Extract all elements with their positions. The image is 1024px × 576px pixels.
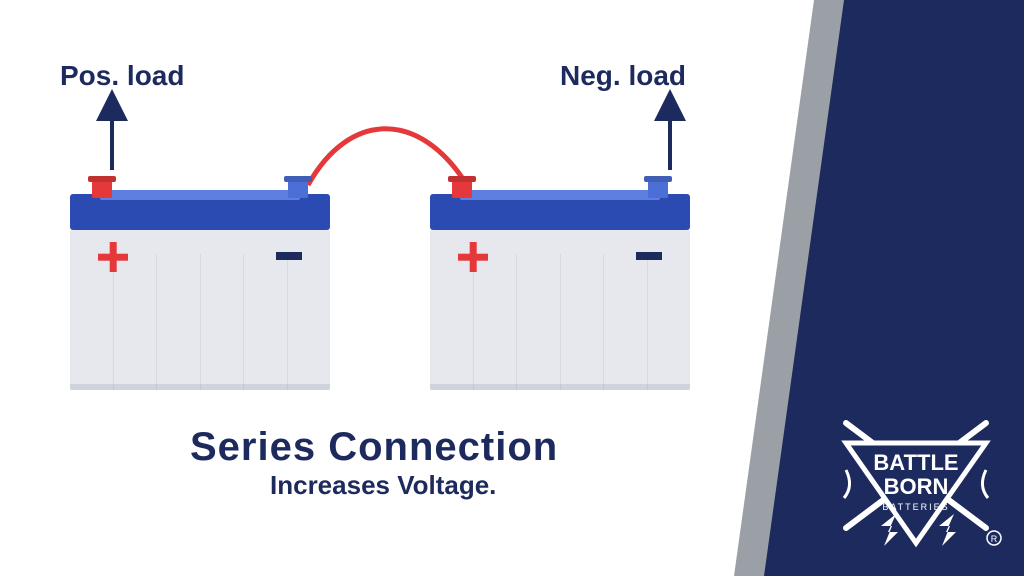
minus-icon — [276, 252, 302, 260]
plus-icon — [458, 242, 488, 272]
battery-ridges — [70, 254, 330, 390]
battery-ridges — [430, 254, 690, 390]
logo-text-line2: BORN — [884, 474, 949, 499]
battery — [430, 180, 690, 390]
diagram-title: Series Connection — [190, 425, 558, 470]
registered-mark-r: R — [991, 534, 998, 544]
plus-icon — [98, 242, 128, 272]
logo-text-sub: BATTERIES — [882, 502, 949, 512]
battery — [70, 180, 330, 390]
positive-terminal — [92, 180, 112, 198]
logo-text-line1: BATTLE — [873, 450, 958, 475]
battery-lid-top — [100, 190, 300, 200]
negative-terminal — [648, 180, 668, 198]
negative-terminal — [288, 180, 308, 198]
battery-lid-top — [460, 190, 660, 200]
minus-icon — [636, 252, 662, 260]
negative-load-label: Neg. load — [560, 60, 686, 92]
positive-terminal — [452, 180, 472, 198]
negative-terminal-cap — [644, 176, 672, 182]
series-connection-wire — [308, 129, 467, 185]
brand-logo-svg: BATTLE BORN BATTERIES R — [826, 408, 1006, 558]
positive-terminal-cap — [88, 176, 116, 182]
positive-terminal-cap — [448, 176, 476, 182]
diagram-subtitle: Increases Voltage. — [270, 470, 496, 501]
brand-logo: BATTLE BORN BATTERIES R — [826, 408, 1006, 558]
diagram-stage: Pos. load Neg. load Series Connection In… — [0, 0, 1024, 576]
negative-terminal-cap — [284, 176, 312, 182]
positive-load-label: Pos. load — [60, 60, 184, 92]
